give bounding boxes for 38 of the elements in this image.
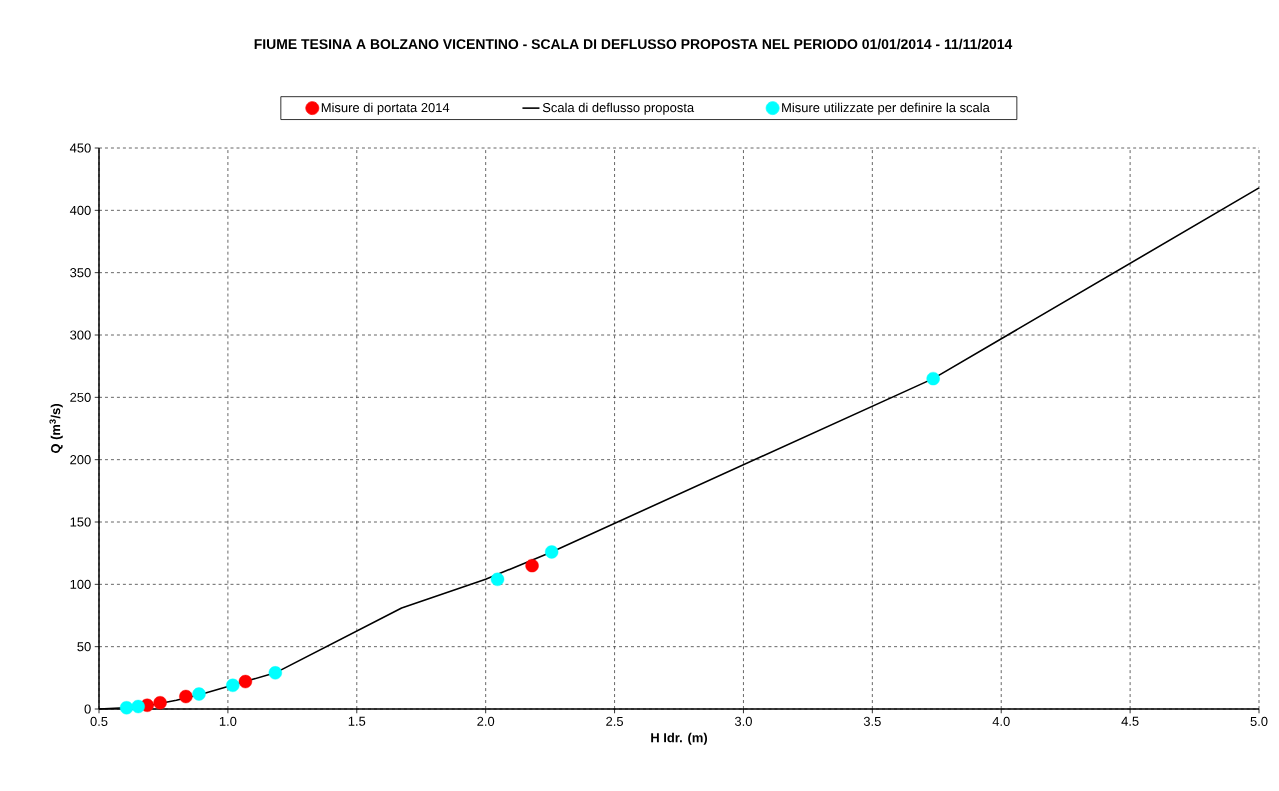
point bbox=[544, 545, 559, 559]
y-tick-label: 450 bbox=[69, 143, 91, 153]
legend-label: Scala di deflusso proposta bbox=[542, 102, 695, 115]
point bbox=[153, 696, 167, 710]
x-tick-label: 3.5 bbox=[863, 716, 881, 726]
legend-label: Misure utilizzate per definire la scala bbox=[782, 102, 990, 115]
point bbox=[525, 558, 539, 573]
x-axis-title: H Idr. (m) bbox=[651, 732, 708, 745]
point bbox=[131, 699, 145, 714]
y-tick-label: 200 bbox=[70, 455, 91, 465]
point bbox=[490, 572, 505, 587]
x-tick-label: 2.5 bbox=[606, 716, 624, 726]
point bbox=[926, 371, 940, 386]
x-tick-label: 4.5 bbox=[1121, 716, 1139, 726]
y-tick-label: 150 bbox=[70, 517, 91, 527]
point bbox=[119, 701, 134, 715]
x-tick-label: 1.5 bbox=[348, 716, 366, 726]
point bbox=[179, 689, 193, 704]
point bbox=[226, 678, 240, 692]
x-tick-label: 3.0 bbox=[734, 716, 752, 726]
y-tick-label: 0 bbox=[84, 704, 91, 714]
y-axis-title: Q (m$^{3}$/s) bbox=[49, 404, 63, 454]
point bbox=[268, 666, 282, 680]
y-tick-label: 300 bbox=[70, 330, 91, 340]
x-tick-label: 0.5 bbox=[90, 716, 108, 726]
legend-label: Misure di portata 2014 bbox=[321, 102, 450, 115]
point bbox=[238, 674, 253, 689]
x-tick-label: 2.0 bbox=[477, 716, 495, 726]
x-tick-label: 1.0 bbox=[219, 716, 237, 726]
y-tick-label: 50 bbox=[77, 642, 91, 652]
x-tick-label: 5.0 bbox=[1250, 716, 1268, 726]
x-tick-label: 4.0 bbox=[992, 716, 1010, 726]
y-tick-label: 350 bbox=[70, 268, 91, 278]
y-tick-label: 100 bbox=[70, 579, 91, 589]
y-tick-label: 400 bbox=[69, 205, 91, 215]
point bbox=[192, 687, 206, 701]
y-tick-label: 250 bbox=[70, 392, 91, 402]
chart-title: FIUME TESINA A BOLZANO VICENTINO - SCALA DI DEFLUSSO PROPOSTA NEL PERIODO 01/01/2014 - 11/11/2014 bbox=[254, 38, 1013, 50]
